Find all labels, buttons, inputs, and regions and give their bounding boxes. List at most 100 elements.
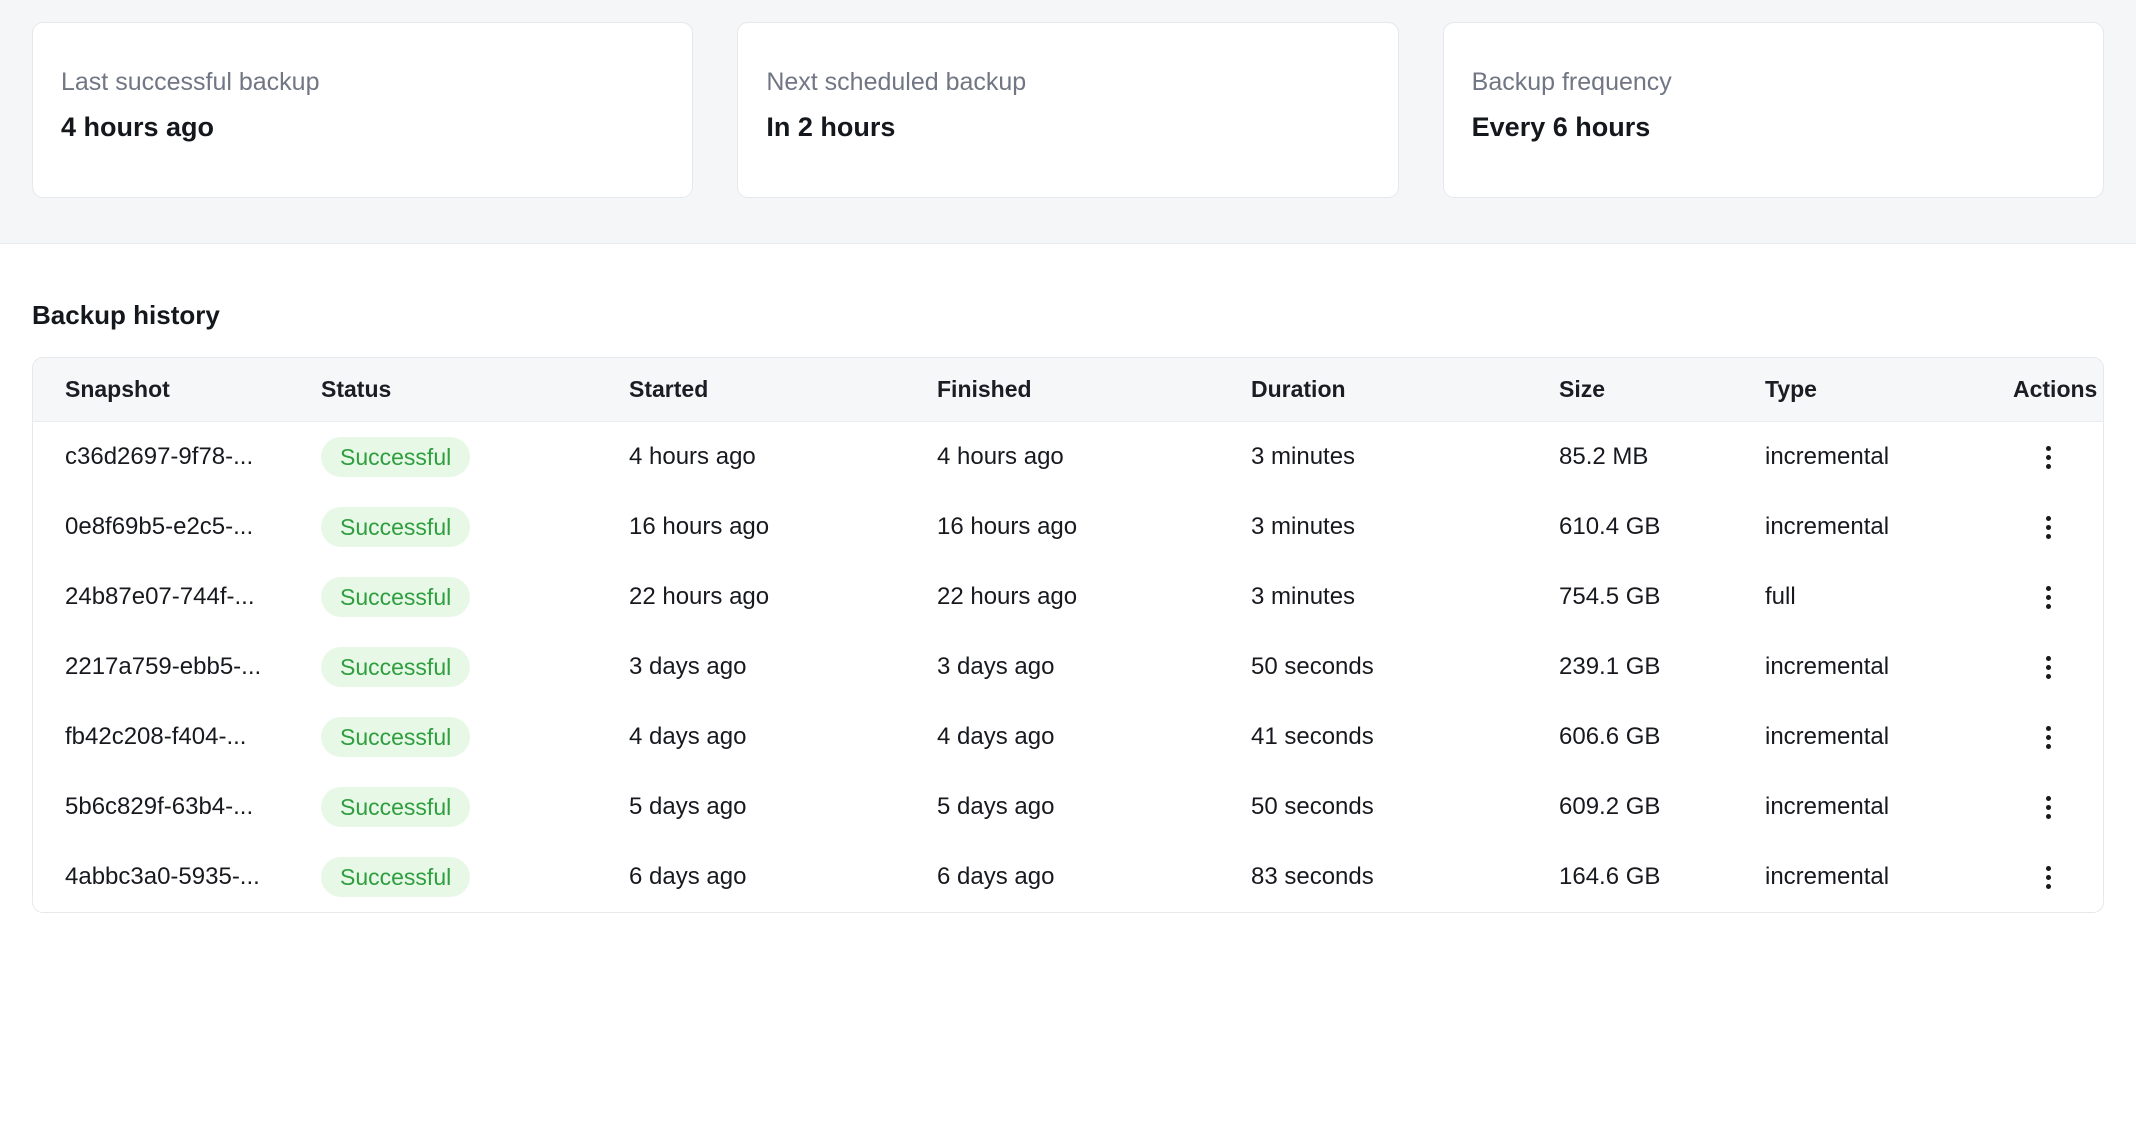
cell-started: 22 hours ago xyxy=(629,583,770,610)
stat-card-backup-frequency: Backup frequency Every 6 hours xyxy=(1442,22,2104,198)
table-row[interactable]: 0e8f69b5-e2c5-... Successful 16 hours ago 1… xyxy=(33,492,2103,562)
stat-card-label: Backup frequency xyxy=(1471,68,1672,96)
cell-type: incremental xyxy=(1765,723,1890,750)
cell-duration: 50 seconds xyxy=(1251,793,1374,820)
cell-actions xyxy=(2013,422,2103,493)
cell-actions xyxy=(2013,702,2103,772)
cell-size: 606.6 GB xyxy=(1559,723,1661,750)
cell-type: incremental xyxy=(1765,443,1890,470)
cell-finished: 3 days ago xyxy=(937,653,1055,680)
status-badge: Successful xyxy=(321,506,471,548)
status-badge: Successful xyxy=(321,576,471,618)
column-header-finished[interactable]: Finished xyxy=(937,358,1251,422)
stat-card-label: Next scheduled backup xyxy=(766,68,1027,96)
cell-status: Successful xyxy=(321,842,629,912)
column-header-type[interactable]: Type xyxy=(1765,358,2013,422)
kebab-menu-icon[interactable] xyxy=(2033,440,2063,474)
column-header-status[interactable]: Status xyxy=(321,358,629,422)
column-header-actions: Actions xyxy=(2013,358,2103,422)
stat-card-next-scheduled-backup: Next scheduled backup In 2 hours xyxy=(737,22,1399,198)
cell-finished: 6 days ago xyxy=(937,863,1055,890)
cell-type: incremental xyxy=(1765,653,1890,680)
kebab-menu-icon[interactable] xyxy=(2033,650,2063,684)
status-badge: Successful xyxy=(321,856,471,898)
cell-type: full xyxy=(1765,583,1796,610)
stat-card-last-successful-backup: Last successful backup 4 hours ago xyxy=(32,22,694,198)
cell-type: incremental xyxy=(1765,513,1890,540)
backup-history-section: Backup history Snapshot Status Started F… xyxy=(0,244,2136,913)
cell-status: Successful xyxy=(321,422,629,493)
table-row[interactable]: 2217a759-ebb5-... Successful 3 days ago 3 d… xyxy=(33,632,2103,702)
cell-status: Successful xyxy=(321,702,629,772)
cell-actions xyxy=(2013,772,2103,842)
cell-actions xyxy=(2013,842,2103,912)
cell-started: 16 hours ago xyxy=(629,513,770,540)
cell-finished: 5 days ago xyxy=(937,793,1055,820)
cell-type: incremental xyxy=(1765,793,1890,820)
stat-card-label: Last successful backup xyxy=(61,68,320,96)
cell-finished: 4 hours ago xyxy=(937,443,1064,470)
cell-status: Successful xyxy=(321,562,629,632)
cell-size: 610.4 GB xyxy=(1559,513,1661,540)
cell-started: 6 days ago xyxy=(629,863,747,890)
cell-actions xyxy=(2013,562,2103,632)
kebab-menu-icon[interactable] xyxy=(2033,790,2063,824)
status-badge: Successful xyxy=(321,646,471,688)
table-header-row: Snapshot Status Started Finished Duratio… xyxy=(33,358,2103,422)
table-body: c36d2697-9f78-... Successful 4 hours ago 4 … xyxy=(33,422,2103,913)
cell-status: Successful xyxy=(321,632,629,702)
cell-size: 164.6 GB xyxy=(1559,863,1661,890)
cell-started: 4 days ago xyxy=(629,723,747,750)
cell-snapshot: c36d2697-9f78-... xyxy=(65,443,254,470)
table-row[interactable]: 5b6c829f-63b4-... Successful 5 days ago 5 d… xyxy=(33,772,2103,842)
cell-duration: 3 minutes xyxy=(1251,443,1356,470)
cell-started: 3 days ago xyxy=(629,653,747,680)
status-badge: Successful xyxy=(321,786,471,828)
cell-actions xyxy=(2013,632,2103,702)
cell-type: incremental xyxy=(1765,863,1890,890)
stat-card-row: Last successful backup 4 hours ago Next … xyxy=(32,22,2104,198)
table-row[interactable]: c36d2697-9f78-... Successful 4 hours ago 4 … xyxy=(33,422,2103,493)
cell-duration: 3 minutes xyxy=(1251,583,1356,610)
stat-card-value: Every 6 hours xyxy=(1471,112,1651,142)
cell-duration: 50 seconds xyxy=(1251,653,1374,680)
cell-started: 5 days ago xyxy=(629,793,747,820)
cell-snapshot: fb42c208-f404-... xyxy=(65,723,247,750)
cell-size: 754.5 GB xyxy=(1559,583,1661,610)
status-badge: Successful xyxy=(321,716,471,758)
cell-duration: 41 seconds xyxy=(1251,723,1374,750)
cell-snapshot: 0e8f69b5-e2c5-... xyxy=(65,513,254,540)
cell-status: Successful xyxy=(321,492,629,562)
table-row[interactable]: 24b87e07-744f-... Successful 22 hours ago 2… xyxy=(33,562,2103,632)
cell-snapshot: 5b6c829f-63b4-... xyxy=(65,793,254,820)
table-row[interactable]: 4abbc3a0-5935-... Successful 6 days ago 6 d… xyxy=(33,842,2103,912)
kebab-menu-icon[interactable] xyxy=(2033,510,2063,544)
stat-card-value: In 2 hours xyxy=(766,112,896,142)
cell-snapshot: 4abbc3a0-5935-... xyxy=(65,863,260,890)
backup-history-table-card: Snapshot Status Started Finished Duratio… xyxy=(32,357,2104,913)
column-header-duration[interactable]: Duration xyxy=(1251,358,1559,422)
cell-duration: 83 seconds xyxy=(1251,863,1374,890)
table-header: Snapshot Status Started Finished Duratio… xyxy=(33,358,2103,422)
backup-summary-strip: Last successful backup 4 hours ago Next … xyxy=(0,0,2136,244)
cell-actions xyxy=(2013,492,2103,562)
cell-started: 4 hours ago xyxy=(629,443,756,470)
cell-finished: 4 days ago xyxy=(937,723,1055,750)
column-header-size[interactable]: Size xyxy=(1559,358,1765,422)
kebab-menu-icon[interactable] xyxy=(2033,860,2063,894)
kebab-menu-icon[interactable] xyxy=(2033,720,2063,754)
cell-size: 85.2 MB xyxy=(1559,443,1649,470)
column-header-started[interactable]: Started xyxy=(629,358,937,422)
page-title: Backup history xyxy=(32,300,220,330)
cell-size: 239.1 GB xyxy=(1559,653,1661,680)
cell-snapshot: 2217a759-ebb5-... xyxy=(65,653,262,680)
cell-snapshot: 24b87e07-744f-... xyxy=(65,583,255,610)
cell-finished: 16 hours ago xyxy=(937,513,1078,540)
kebab-menu-icon[interactable] xyxy=(2033,580,2063,614)
column-header-snapshot[interactable]: Snapshot xyxy=(33,358,321,422)
cell-duration: 3 minutes xyxy=(1251,513,1356,540)
backup-history-table: Snapshot Status Started Finished Duratio… xyxy=(33,358,2103,912)
cell-finished: 22 hours ago xyxy=(937,583,1078,610)
table-row[interactable]: fb42c208-f404-... Successful 4 days ago 4 d… xyxy=(33,702,2103,772)
cell-status: Successful xyxy=(321,772,629,842)
